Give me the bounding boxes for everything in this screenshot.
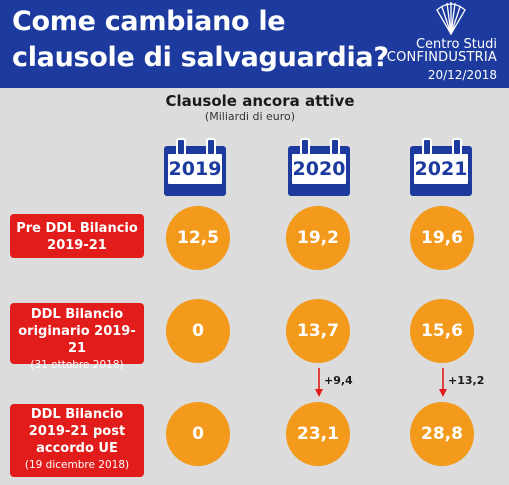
row-label-text: DDL Bilancio originario 2019-21 [18,307,136,356]
row-label-date-note: (31 ottobre 2018) [30,359,124,371]
delta-2021: +13,2 [448,374,485,387]
row-label-text: DDL Bilancio 2019-21 post accordo UE [28,407,126,456]
year-label-2021: 2021 [414,154,468,184]
publication-date: 20/12/2018 [427,68,497,82]
org-name-line1: Centro Studi [415,37,497,52]
value-circle-row2-2020: 13,7 [286,299,350,363]
unit-label: (Miliardi di euro) [204,110,296,123]
value-circle-row1-2021: 19,6 [410,206,474,270]
page-title: Come cambiano le clausole di salvaguardi… [12,6,389,73]
delta-2020: +9,4 [324,374,353,387]
calendar-2019-icon: 2019 [164,138,226,196]
section-title: Clausole ancora attive [165,92,355,110]
value-circle-row3-2020: 23,1 [286,402,350,466]
org-name-line2: CONFINDUSTRIA [386,50,497,65]
value-circle-row3-2019: 0 [166,402,230,466]
row-label-date-note: (19 dicembre 2018) [24,459,130,471]
confindustria-shell-logo-icon [436,2,466,36]
row-label-text: Pre DDL Bilancio 2019-21 [16,221,138,253]
value-circle-row2-2021: 15,6 [410,299,474,363]
value-circle-row2-2019: 0 [166,299,230,363]
calendar-2021-icon: 2021 [410,138,472,196]
down-arrow-icon [315,368,323,397]
year-label-2019: 2019 [168,154,222,184]
header-banner: Come cambiano le clausole di salvaguardi… [0,0,509,88]
calendar-2020-icon: 2020 [288,138,350,196]
value-circle-row1-2020: 19,2 [286,206,350,270]
down-arrow-icon [439,368,447,397]
year-label-2020: 2020 [292,154,346,184]
row-label-ddl-originario: DDL Bilancio originario 2019-21 (31 otto… [10,303,144,371]
value-circle-row3-2021: 28,8 [410,402,474,466]
row-label-post-accordo-ue: DDL Bilancio 2019-21 post accordo UE (19… [10,404,144,477]
value-circle-row1-2019: 12,5 [166,206,230,270]
row-label-pre-ddl: Pre DDL Bilancio 2019-21 [10,214,144,258]
